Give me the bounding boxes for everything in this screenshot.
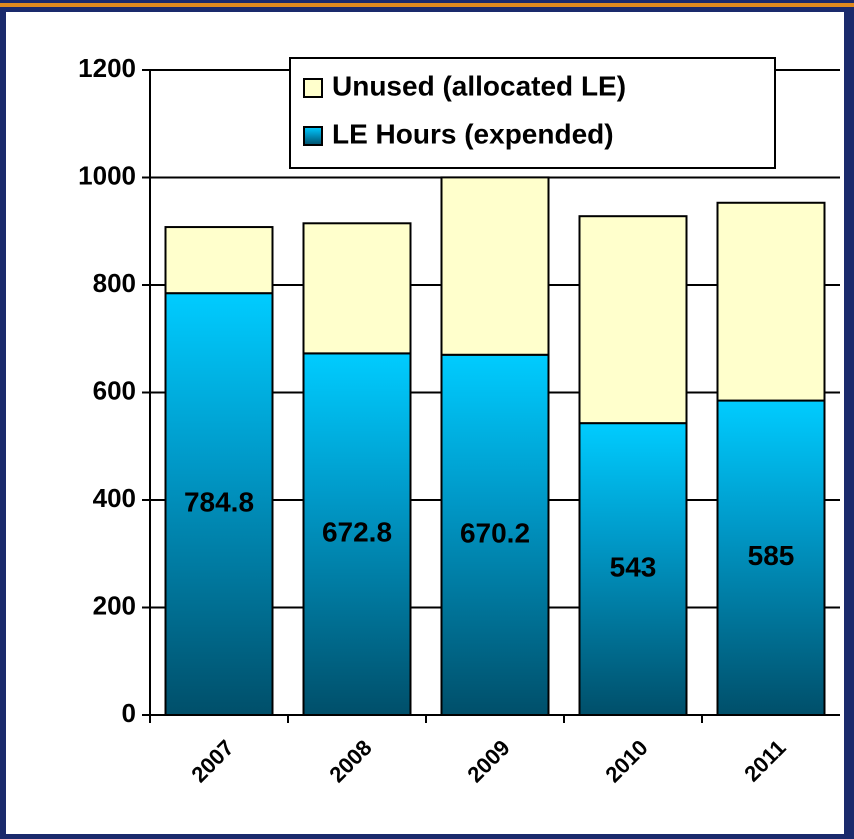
bar-segment <box>716 201 826 402</box>
legend-label: Unused (allocated LE) <box>332 70 626 101</box>
bar-segment <box>164 226 274 295</box>
legend-label: LE Hours (expended) <box>332 118 614 149</box>
y-tick-label: 800 <box>93 268 136 298</box>
data-label: 670.2 <box>460 517 530 548</box>
bar-segment <box>578 215 688 425</box>
bar-segment <box>164 292 274 716</box>
bar-segment <box>440 176 550 356</box>
data-label: 672.8 <box>322 517 392 548</box>
bar-segment <box>440 353 550 716</box>
y-tick-label: 600 <box>93 375 136 405</box>
legend-swatch <box>303 78 323 98</box>
legend-swatch <box>303 126 323 146</box>
y-tick-label: 1200 <box>78 53 136 83</box>
bar-segment <box>302 222 412 355</box>
data-label: 585 <box>748 540 795 571</box>
bar-segment <box>578 422 688 716</box>
y-tick-label: 200 <box>93 590 136 620</box>
legend-box <box>289 57 776 169</box>
data-label: 784.8 <box>184 486 254 517</box>
bar-segment <box>716 399 826 716</box>
y-tick-label: 1000 <box>78 160 136 190</box>
bar-segment <box>302 352 412 716</box>
frame-stripe <box>0 3 854 7</box>
data-label: 543 <box>610 551 657 582</box>
y-tick-label: 0 <box>122 698 136 728</box>
y-tick-label: 400 <box>93 483 136 513</box>
